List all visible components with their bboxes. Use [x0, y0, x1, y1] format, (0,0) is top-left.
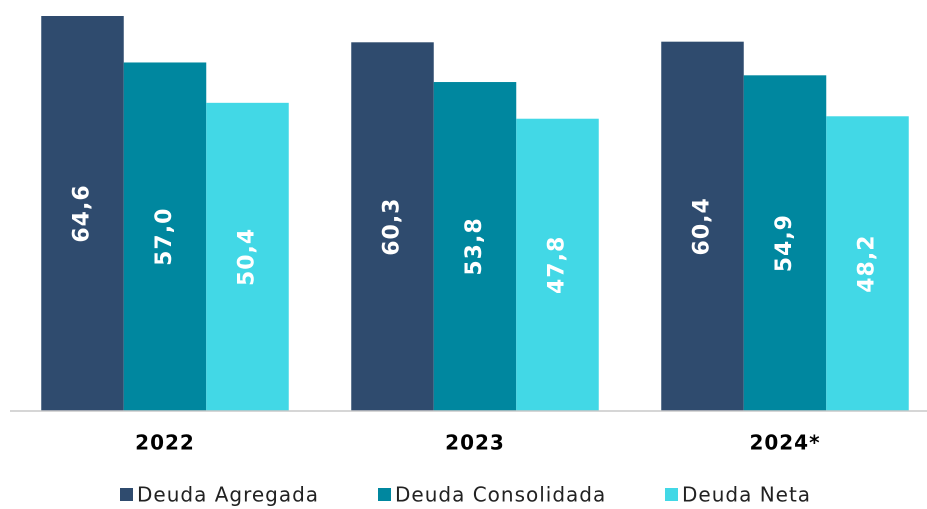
bar	[41, 16, 124, 411]
bar	[826, 116, 909, 412]
x-tick-label: 2024*	[749, 431, 820, 455]
legend-label: Deuda Neta	[682, 483, 811, 507]
bar	[206, 102, 289, 411]
bar	[516, 118, 599, 411]
bar	[351, 42, 434, 411]
data-label: 48,2	[855, 234, 880, 292]
data-label: 50,4	[235, 228, 260, 286]
x-tick-label: 2022	[135, 431, 195, 455]
bar	[661, 41, 744, 411]
legend-swatch	[665, 488, 678, 501]
data-label: 60,4	[690, 197, 715, 255]
data-label: 54,9	[772, 214, 797, 272]
data-label: 47,8	[545, 236, 570, 294]
bar	[743, 75, 827, 411]
legend-label: Deuda Consolidada	[395, 483, 606, 507]
data-label: 64,6	[70, 184, 95, 242]
legend-label: Deuda Agregada	[137, 483, 319, 507]
data-label: 60,3	[380, 198, 405, 256]
data-label: 57,0	[152, 208, 177, 266]
data-label: 53,8	[462, 217, 487, 275]
bar	[123, 62, 207, 412]
legend-swatch	[120, 488, 133, 501]
legend-swatch	[378, 488, 391, 501]
x-tick-label: 2023	[445, 431, 505, 455]
bar	[433, 82, 517, 411]
